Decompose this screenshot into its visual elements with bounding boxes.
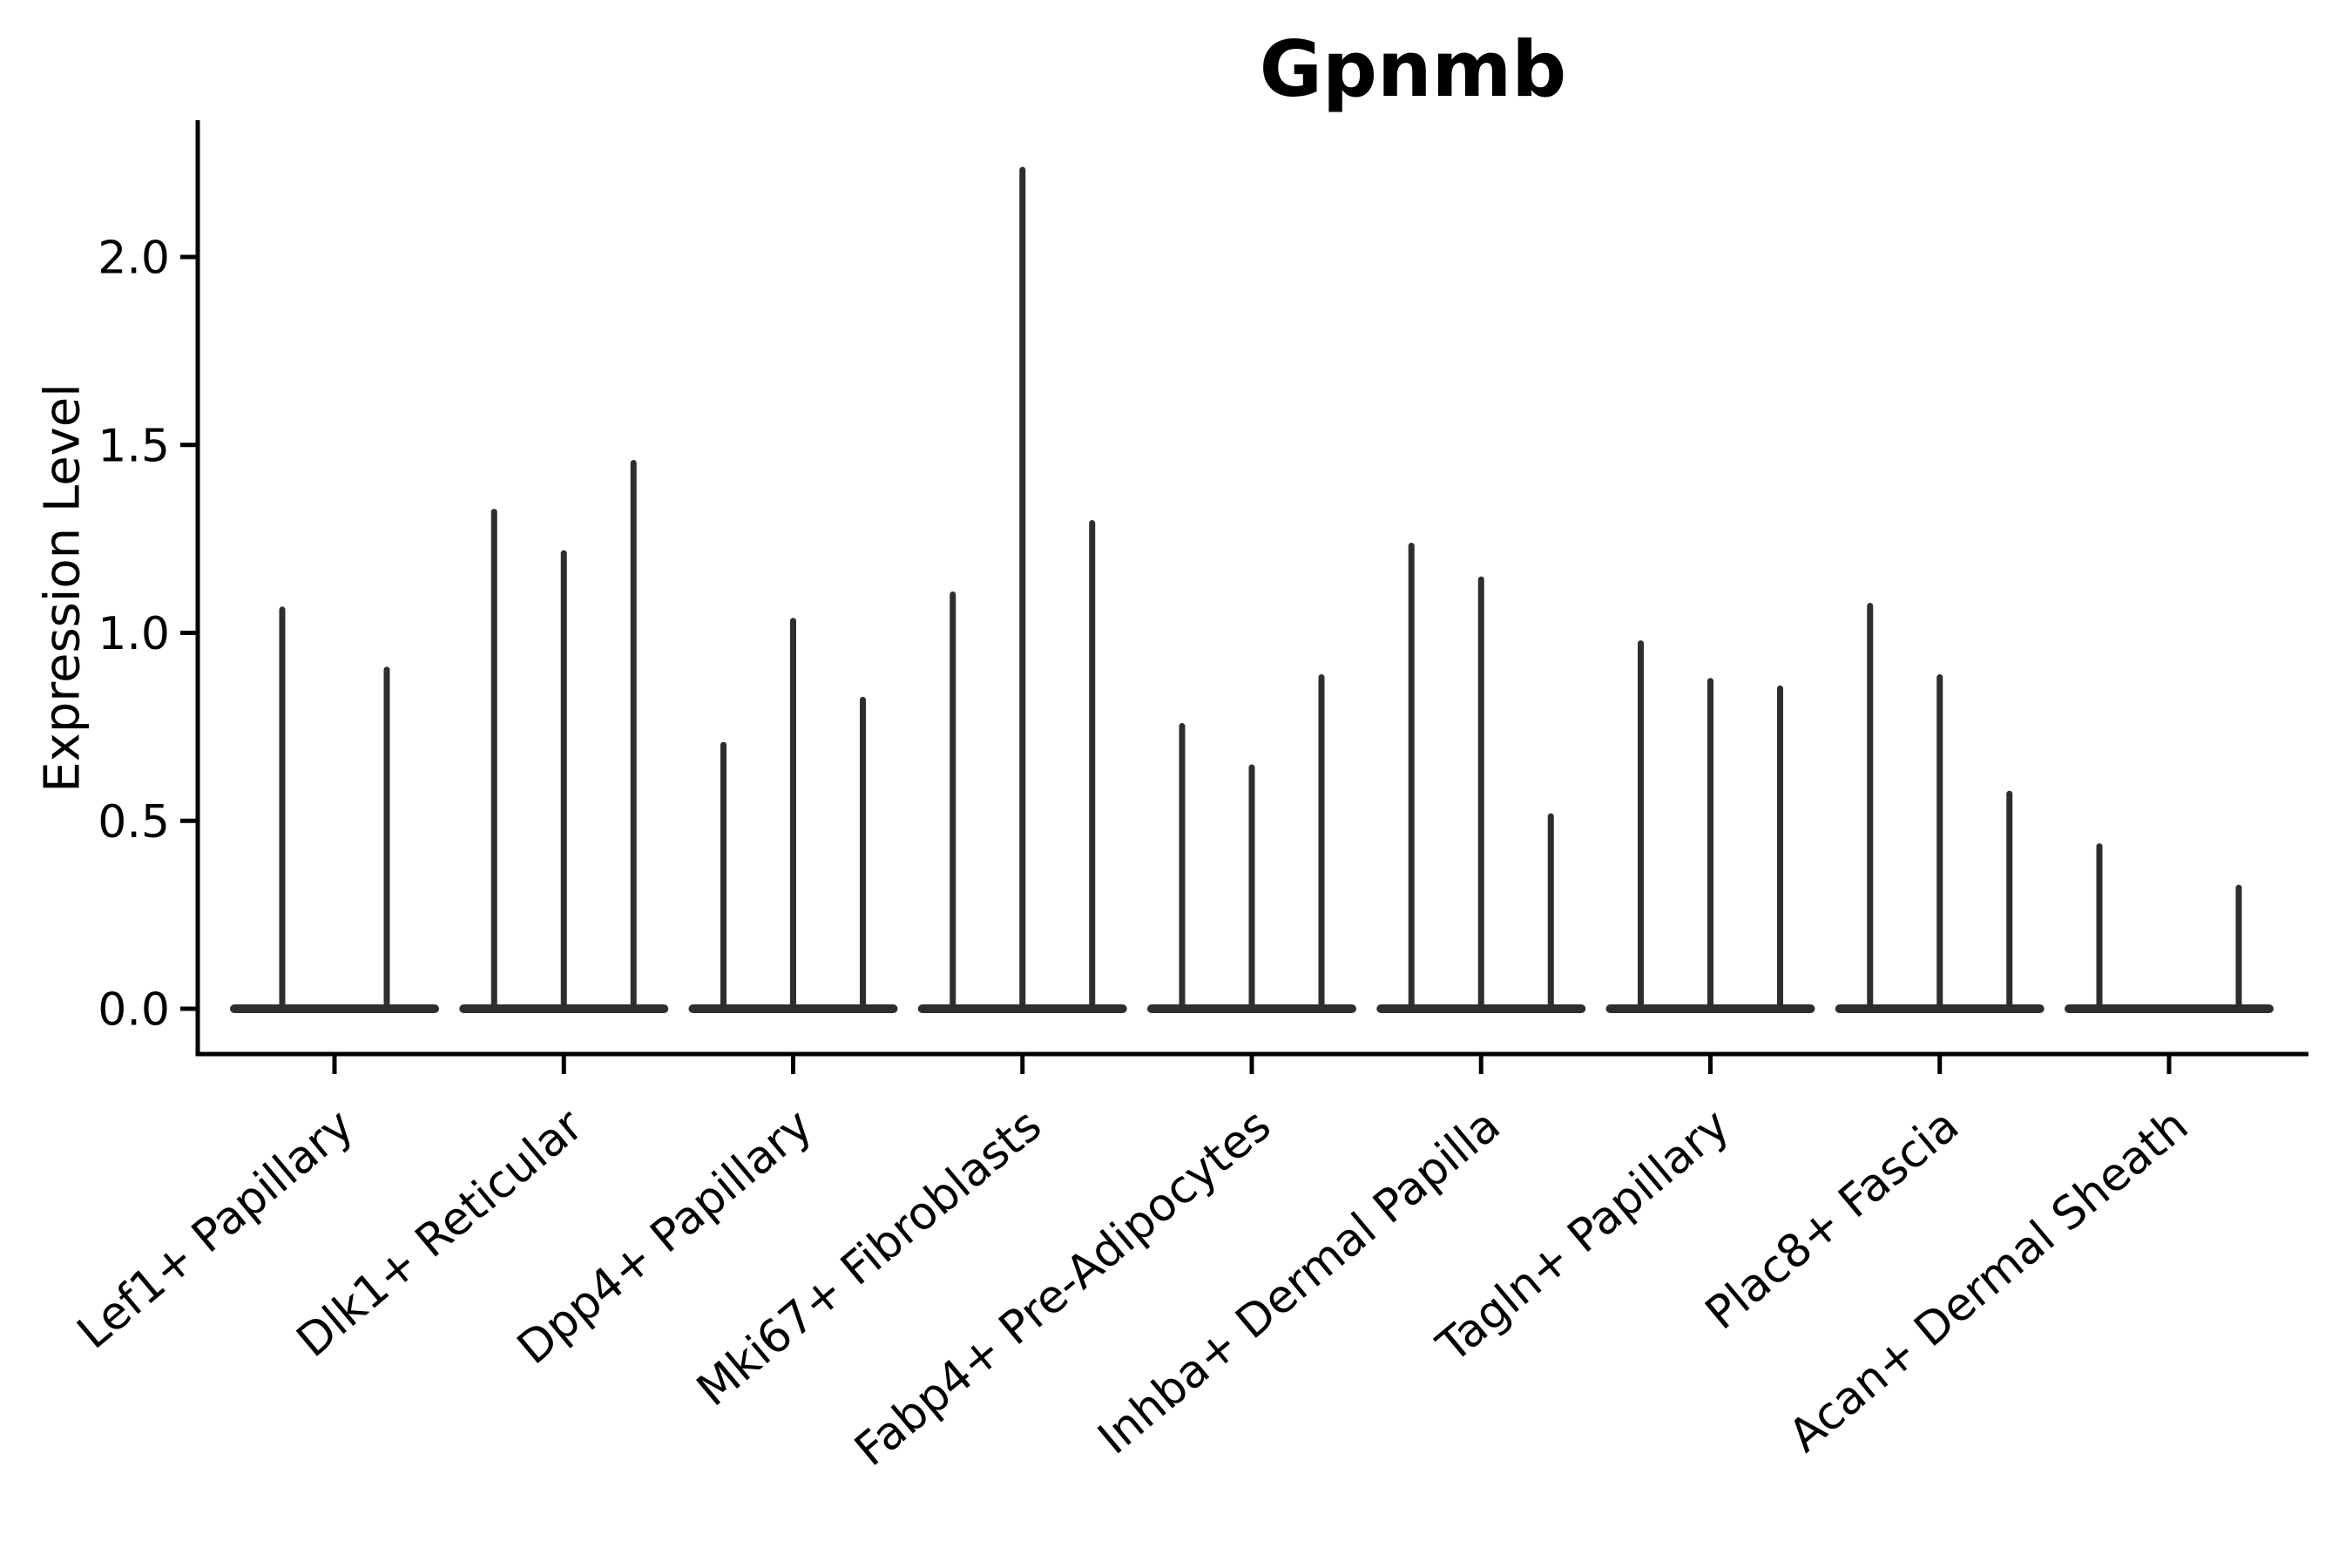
x-tick-label: Inhba+ Dermal Papilla <box>1089 1099 1511 1465</box>
plot-title: Gpnmb <box>1259 24 1567 114</box>
y-tick-label: 0.0 <box>98 984 170 1037</box>
violin-baseline <box>2065 1004 2274 1013</box>
y-tick-label: 1.0 <box>98 608 170 660</box>
x-tick-label: Acan+ Dermal Sheath <box>1780 1099 2199 1463</box>
y-tick-label: 0.5 <box>98 796 170 848</box>
y-tick-label: 2.0 <box>98 233 170 285</box>
violin-baseline <box>230 1004 439 1013</box>
x-tick-label: Fabp4+ Pre-Adipocytes <box>845 1099 1281 1477</box>
y-tick-label: 1.5 <box>98 420 170 472</box>
